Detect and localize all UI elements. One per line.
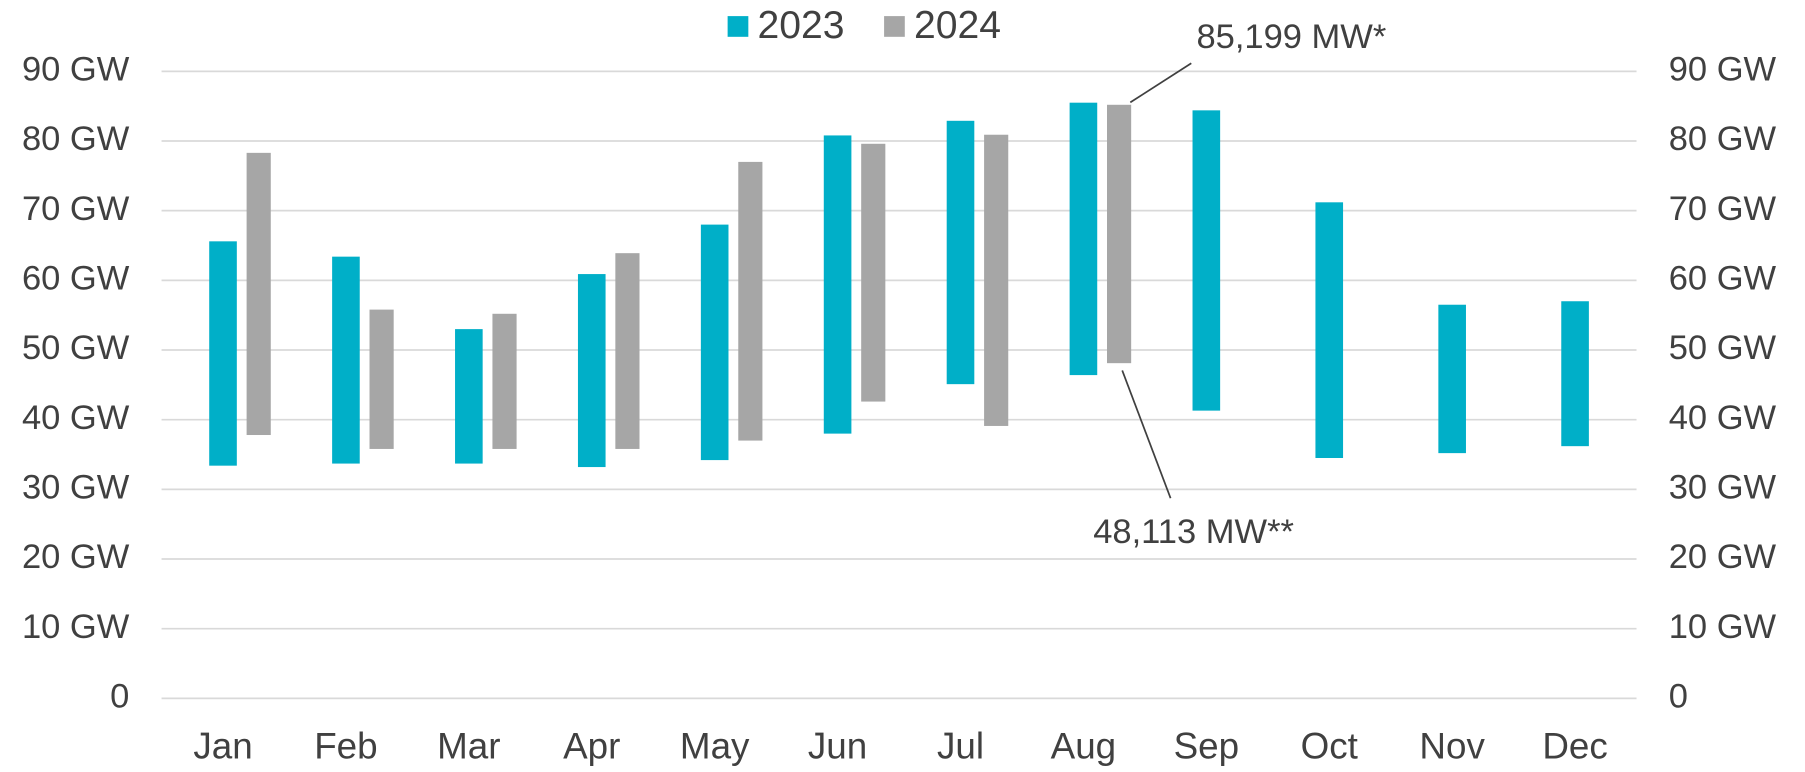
bar bbox=[1561, 301, 1589, 447]
bar bbox=[700, 224, 729, 461]
bar bbox=[209, 241, 237, 466]
y-tick-label: 20 GW bbox=[22, 538, 130, 576]
x-tick-label: May bbox=[680, 726, 750, 767]
bar bbox=[492, 313, 517, 449]
y-tick-label: 0 bbox=[110, 677, 129, 715]
y2-tick-label: 40 GW bbox=[1669, 399, 1777, 437]
y2-tick-label: 20 GW bbox=[1669, 538, 1777, 576]
x-tick-label: Oct bbox=[1301, 726, 1358, 767]
bar bbox=[984, 134, 1009, 426]
bar bbox=[332, 256, 360, 464]
x-tick-label: Sep bbox=[1174, 726, 1239, 767]
x-tick-label: Dec bbox=[1542, 726, 1607, 767]
x-tick-label: Nov bbox=[1419, 726, 1485, 767]
y2-tick-label: 50 GW bbox=[1669, 329, 1777, 367]
bar bbox=[1315, 202, 1344, 459]
x-tick-label: Jun bbox=[808, 726, 867, 767]
bar bbox=[1192, 110, 1221, 411]
bar bbox=[577, 274, 606, 468]
x-tick-label: Feb bbox=[314, 726, 377, 767]
x-tick-label: Mar bbox=[437, 726, 500, 767]
y2-tick-label: 60 GW bbox=[1669, 259, 1777, 297]
y-tick-label: 30 GW bbox=[22, 468, 130, 506]
x-tick-label: Jul bbox=[937, 726, 984, 767]
bar bbox=[246, 152, 271, 436]
x-tick-label: Jan bbox=[193, 726, 252, 767]
bar bbox=[369, 309, 394, 449]
bar bbox=[455, 329, 483, 464]
annotation-leader bbox=[1121, 370, 1172, 499]
y2-tick-label: 10 GW bbox=[1669, 608, 1777, 646]
bar bbox=[1107, 104, 1132, 364]
legend-label: 2023 bbox=[758, 4, 845, 47]
annotation: 48,113 MW** bbox=[1093, 513, 1294, 551]
x-tick-label: Aug bbox=[1051, 726, 1116, 767]
legend-swatch bbox=[727, 16, 749, 37]
y-tick-label: 60 GW bbox=[22, 259, 130, 297]
bar bbox=[738, 161, 763, 441]
annotation-leader bbox=[1129, 62, 1192, 104]
y-tick-label: 80 GW bbox=[22, 120, 130, 158]
bar bbox=[1069, 102, 1098, 376]
y-tick-label: 90 GW bbox=[22, 50, 130, 88]
y2-tick-label: 0 bbox=[1669, 677, 1688, 715]
bar bbox=[615, 253, 640, 449]
y2-tick-label: 90 GW bbox=[1669, 50, 1777, 88]
y-tick-label: 70 GW bbox=[22, 190, 130, 228]
legend-swatch bbox=[884, 16, 905, 37]
bar bbox=[823, 135, 852, 434]
y-tick-label: 50 GW bbox=[22, 329, 130, 367]
x-tick-label: Apr bbox=[563, 726, 620, 767]
y2-tick-label: 70 GW bbox=[1669, 190, 1777, 228]
y2-tick-label: 80 GW bbox=[1669, 120, 1777, 158]
annotation: 85,199 MW* bbox=[1196, 18, 1386, 56]
bar bbox=[861, 143, 886, 402]
legend-label: 2024 bbox=[914, 4, 1001, 47]
bar bbox=[1438, 304, 1466, 454]
y-tick-label: 10 GW bbox=[22, 608, 130, 646]
y-tick-label: 40 GW bbox=[22, 399, 130, 437]
bar bbox=[946, 120, 975, 385]
y2-tick-label: 30 GW bbox=[1669, 468, 1777, 506]
